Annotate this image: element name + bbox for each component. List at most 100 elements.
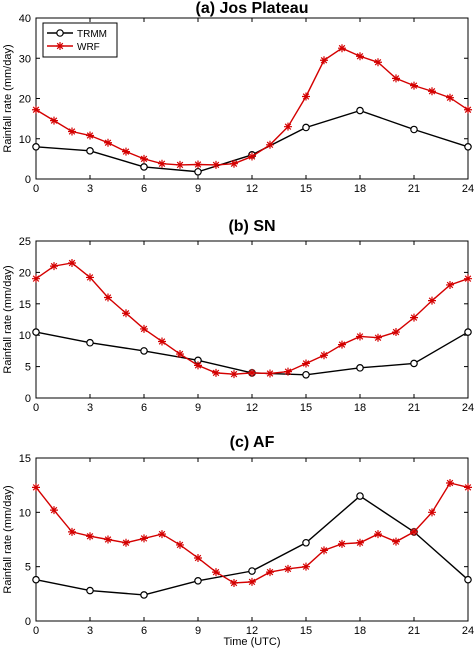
data-point-wrf [374,333,382,342]
x-tick-label: 9 [195,402,201,414]
data-point-wrf [356,52,364,61]
data-point-wrf [446,93,454,102]
data-point-wrf [266,568,274,577]
y-tick-label: 10 [19,134,31,146]
data-point-trmm [464,328,472,336]
y-tick-label: 0 [25,393,31,405]
data-point-wrf [284,564,292,573]
data-point-wrf [302,359,310,368]
data-point-wrf [248,152,256,161]
data-point-wrf [410,527,418,536]
data-point-wrf [356,332,364,341]
data-point-wrf [32,274,40,283]
x-tick-label: 24 [462,402,474,414]
y-tick-label: 20 [19,94,31,106]
legend-marker [56,29,64,37]
data-point-wrf [158,530,166,539]
data-point-wrf [446,478,454,487]
x-tick-label: 21 [408,402,420,414]
x-tick-label: 0 [33,402,39,414]
data-point-wrf [464,274,472,283]
x-tick-label: 15 [300,183,312,195]
x-tick-label: 12 [246,625,258,637]
data-point-trmm [410,125,418,134]
data-point-trmm [86,338,94,347]
y-tick-label: 0 [25,174,31,186]
data-point-wrf [32,483,40,492]
data-point-wrf [50,262,58,271]
data-point-wrf [68,127,76,136]
data-point-wrf [50,506,58,515]
legend-label-trmm: TRMM [77,29,107,40]
data-point-wrf [50,116,58,125]
data-point-wrf [320,546,328,555]
x-tick-label: 21 [408,183,420,195]
chart-title: (a) Jos Plateau [196,0,309,17]
data-point-wrf [266,140,274,149]
data-point-wrf [68,527,76,536]
data-point-wrf [464,105,472,114]
data-point-wrf [212,160,220,169]
data-point-trmm [194,167,202,176]
data-point-trmm [194,576,202,585]
series-line-trmm [35,331,469,376]
panel-1: (b) SN 0 3 6 9 12 15 18 21 24 0 5 10 15 20 25 Rainfall r… [2,218,474,414]
x-tick-label: 18 [354,625,366,637]
data-point-wrf [104,293,112,302]
data-point-wrf [194,361,202,370]
data-point-wrf [86,273,94,282]
data-point-trmm [410,359,418,368]
data-point-wrf [374,58,382,67]
data-point-wrf [176,540,184,549]
data-point-trmm [302,370,310,379]
data-point-trmm [302,538,310,547]
data-point-wrf [338,44,346,53]
data-point-wrf [104,138,112,147]
data-point-wrf [248,368,256,377]
x-tick-label: 3 [87,402,93,414]
data-point-wrf [356,538,364,547]
data-point-trmm [140,163,148,171]
data-point-trmm [302,123,310,132]
data-point-wrf [140,154,148,163]
y-tick-label: 0 [25,616,31,628]
data-point-trmm [356,492,364,500]
data-point-trmm [464,575,472,584]
panel-2: (c) AF 0 3 6 9 12 15 18 21 24 0 5 10 15 Rainfall rate … [2,434,474,648]
x-tick-label: 9 [195,625,201,637]
data-point-wrf [158,159,166,168]
data-point-wrf [446,280,454,289]
y-tick-label: 30 [19,53,31,65]
y-tick-label: 40 [19,13,31,25]
y-tick-label: 25 [19,236,31,248]
data-point-wrf [194,553,202,562]
x-tick-label: 6 [141,183,147,195]
legend-marker [56,42,64,50]
data-point-wrf [284,367,292,376]
data-point-wrf [284,122,292,131]
data-point-trmm [356,364,364,372]
data-point-trmm [464,143,472,151]
x-tick-label: 12 [246,402,258,414]
data-point-wrf [266,369,274,378]
data-point-wrf [230,578,238,587]
data-point-wrf [374,530,382,539]
data-point-wrf [338,340,346,349]
data-point-wrf [320,351,328,360]
data-point-wrf [392,537,400,546]
data-point-wrf [122,309,130,318]
x-tick-label: 15 [300,625,312,637]
data-point-wrf [392,328,400,337]
data-point-wrf [122,538,130,547]
data-point-wrf [176,350,184,359]
x-tick-label: 3 [87,183,93,195]
data-point-trmm [140,591,148,599]
data-point-wrf [86,131,94,140]
y-axis-label: Rainfall rate (mm/day) [2,44,14,152]
plot-frame [35,457,469,622]
data-point-wrf [338,539,346,548]
x-tick-label: 6 [141,402,147,414]
y-axis-label: Rainfall rate (mm/day) [2,485,14,593]
data-point-wrf [212,368,220,377]
x-tick-label: 0 [33,183,39,195]
